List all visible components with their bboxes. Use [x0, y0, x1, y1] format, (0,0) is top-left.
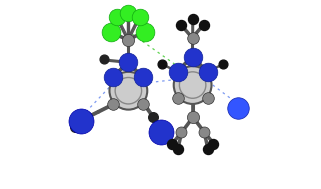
Point: [101, 57, 106, 60]
Point: [201, 131, 206, 134]
Point: [126, 38, 131, 41]
Point: [220, 63, 225, 66]
Point: [141, 102, 146, 105]
Point: [111, 76, 116, 79]
Point: [160, 63, 165, 66]
Point: [179, 23, 184, 26]
Point: [235, 106, 240, 109]
Point: [150, 116, 155, 119]
Point: [126, 12, 131, 15]
Point: [201, 23, 206, 26]
Point: [158, 131, 163, 134]
Point: [115, 15, 120, 19]
Point: [175, 70, 180, 73]
Point: [211, 142, 216, 145]
Point: [137, 15, 142, 19]
Point: [175, 148, 180, 151]
Point: [109, 31, 114, 34]
Point: [84, 116, 89, 119]
Point: [190, 17, 195, 20]
Point: [179, 131, 184, 134]
Circle shape: [174, 66, 212, 104]
Point: [111, 102, 116, 105]
Point: [205, 97, 210, 100]
Point: [141, 76, 146, 79]
Point: [73, 125, 78, 128]
Point: [175, 97, 180, 100]
Point: [79, 119, 84, 122]
Point: [190, 36, 195, 39]
Point: [205, 148, 210, 151]
Point: [143, 31, 148, 34]
Point: [126, 61, 131, 64]
Point: [169, 142, 174, 145]
Circle shape: [109, 72, 147, 110]
Point: [190, 55, 195, 58]
Point: [205, 70, 210, 73]
Point: [190, 116, 195, 119]
